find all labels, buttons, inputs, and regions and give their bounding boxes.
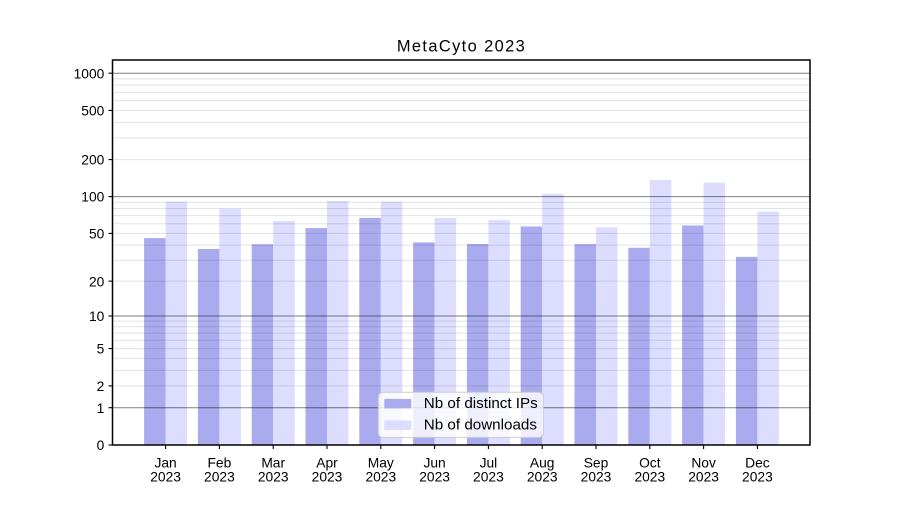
svg-text:Jan: Jan: [154, 455, 176, 470]
svg-text:MetaCyto 2023: MetaCyto 2023: [397, 37, 526, 55]
svg-text:2023: 2023: [688, 470, 719, 485]
svg-text:2023: 2023: [742, 470, 773, 485]
svg-text:50: 50: [89, 227, 105, 242]
svg-text:20: 20: [89, 274, 105, 289]
svg-text:Jul: Jul: [480, 455, 498, 470]
svg-text:2: 2: [97, 379, 105, 394]
svg-text:Sep: Sep: [584, 455, 609, 470]
svg-text:Nov: Nov: [691, 455, 716, 470]
svg-text:Feb: Feb: [208, 455, 232, 470]
svg-text:2023: 2023: [581, 470, 612, 485]
svg-text:2023: 2023: [150, 470, 181, 485]
svg-text:Dec: Dec: [745, 455, 770, 470]
svg-text:2023: 2023: [527, 470, 558, 485]
svg-text:2023: 2023: [312, 470, 343, 485]
svg-text:2023: 2023: [634, 470, 665, 485]
svg-text:Nb of downloads: Nb of downloads: [424, 416, 538, 433]
svg-text:2023: 2023: [419, 470, 450, 485]
svg-text:Jun: Jun: [423, 455, 445, 470]
svg-text:Mar: Mar: [261, 455, 285, 470]
svg-text:May: May: [368, 455, 394, 470]
svg-text:2023: 2023: [204, 470, 235, 485]
svg-text:2023: 2023: [473, 470, 504, 485]
svg-text:Oct: Oct: [639, 455, 661, 470]
svg-text:10: 10: [89, 309, 105, 324]
svg-text:Apr: Apr: [316, 455, 338, 470]
svg-text:100: 100: [81, 190, 104, 205]
svg-text:2023: 2023: [258, 470, 289, 485]
svg-text:5: 5: [97, 342, 105, 357]
svg-text:0: 0: [97, 438, 105, 453]
svg-text:1: 1: [97, 401, 105, 416]
svg-text:Aug: Aug: [530, 455, 555, 470]
svg-text:2023: 2023: [365, 470, 396, 485]
svg-text:Nb of distinct IPs: Nb of distinct IPs: [424, 395, 538, 412]
svg-text:1000: 1000: [74, 66, 105, 81]
svg-text:500: 500: [81, 104, 104, 119]
svg-text:200: 200: [81, 153, 104, 168]
